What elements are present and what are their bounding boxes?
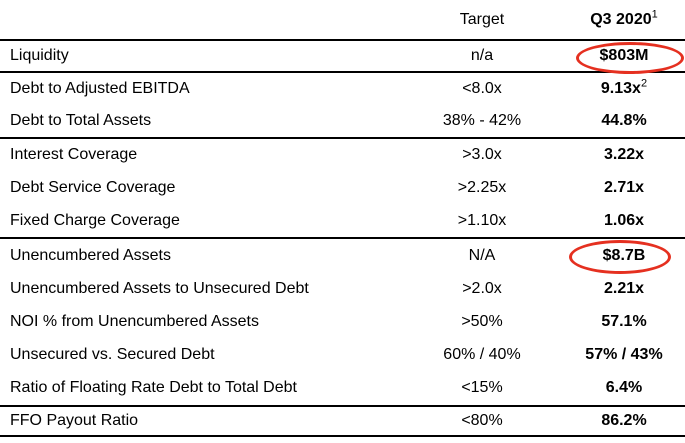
metric-label: Unencumbered Assets to Unsecured Debt — [10, 279, 309, 297]
metric-label: Interest Coverage — [10, 146, 138, 164]
table-row: Ratio of Floating Rate Debt to Total Deb… — [0, 372, 685, 405]
metric-value-text: 3.22x — [603, 146, 645, 164]
metric-value: 44.8% — [582, 112, 685, 130]
metric-value: $8.7B — [582, 247, 685, 265]
metric-label: Debt to Total Assets — [10, 112, 152, 129]
metric-value: 2.21x — [582, 280, 685, 298]
table-row: Debt to Total Assets 38% - 42% 44.8% — [0, 105, 685, 137]
table-row: NOI % from Unencumbered Assets >50% 57.1… — [0, 305, 685, 338]
metric-value: 3.22x — [582, 146, 685, 164]
table-group-ffo-payout: FFO Payout Ratio <80% 86.2% — [0, 407, 685, 437]
metric-label: Debt to Adjusted EBITDA — [10, 80, 190, 97]
metric-label: Unencumbered Assets — [10, 246, 171, 264]
metric-value-text: $8.7B — [602, 246, 646, 264]
metric-label: Liquidity — [10, 47, 69, 64]
metric-target: >2.25x — [457, 179, 507, 196]
metric-value-text: 86.2% — [601, 412, 647, 429]
metric-value: 86.2% — [582, 412, 685, 430]
metric-value: 57.1% — [582, 313, 685, 331]
table-header-row: Target Q3 20201 — [0, 0, 685, 41]
table-group-liquidity: Liquidity n/a $803M — [0, 41, 685, 73]
metric-value: 6.4% — [582, 379, 685, 397]
metric-target: N/A — [468, 246, 496, 264]
metric-target: n/a — [470, 47, 494, 64]
metric-label: FFO Payout Ratio — [10, 412, 139, 429]
metric-value-text: 57.1% — [601, 313, 647, 330]
metric-value-text: 2.71x — [603, 179, 645, 196]
footnote-superscript: 2 — [640, 77, 648, 90]
metric-value-text: 1.06x — [603, 211, 645, 229]
metric-value-text: $803M — [599, 47, 649, 64]
metric-target: <15% — [461, 379, 503, 397]
metric-target: <8.0x — [462, 80, 502, 97]
metric-target: 60% / 40% — [443, 346, 521, 364]
metric-target: 38% - 42% — [442, 112, 522, 129]
metric-label: Fixed Charge Coverage — [10, 211, 180, 229]
metric-target: >2.0x — [462, 279, 502, 297]
period-column-header: Q3 20201 — [582, 8, 685, 29]
table-row: Fixed Charge Coverage >1.10x 1.06x — [0, 204, 685, 237]
table-row: Interest Coverage >3.0x 3.22x — [0, 139, 685, 172]
metric-value: 9.13x2 — [582, 77, 685, 98]
table-group-debt-ratios: Debt to Adjusted EBITDA <8.0x 9.13x2 Deb… — [0, 73, 685, 139]
table-row: Debt to Adjusted EBITDA <8.0x 9.13x2 — [0, 73, 685, 105]
metric-value: 2.71x — [582, 179, 685, 197]
metric-target: >3.0x — [462, 146, 502, 164]
metric-target: >50% — [461, 313, 503, 330]
metric-label: NOI % from Unencumbered Assets — [10, 313, 259, 330]
metric-label: Debt Service Coverage — [10, 179, 176, 196]
metric-target: <80% — [461, 412, 503, 429]
table-row: Debt Service Coverage >2.25x 2.71x — [0, 172, 685, 205]
metric-value-text: 57% / 43% — [585, 346, 663, 364]
metric-value-text: 44.8% — [601, 112, 647, 129]
metric-value-text: 9.13x — [600, 80, 641, 97]
metric-value: $803M — [582, 47, 685, 65]
table-group-unencumbered-metrics: Unencumbered Assets N/A $8.7B Unencumber… — [0, 239, 685, 407]
metric-value-text: 6.4% — [605, 379, 643, 397]
table-row: Unencumbered Assets N/A $8.7B — [0, 239, 685, 272]
metric-label: Ratio of Floating Rate Debt to Total Deb… — [10, 379, 297, 397]
footnote-superscript: 1 — [651, 8, 658, 21]
metric-value-text: 2.21x — [603, 279, 645, 297]
metric-value: 57% / 43% — [582, 346, 685, 364]
metric-target: >1.10x — [457, 211, 507, 229]
table-group-coverage-ratios: Interest Coverage >3.0x 3.22x Debt Servi… — [0, 139, 685, 239]
table-row: Liquidity n/a $803M — [0, 41, 685, 71]
table-row: Unsecured vs. Secured Debt 60% / 40% 57%… — [0, 339, 685, 372]
period-header-text: Q3 2020 — [590, 10, 652, 28]
metric-value: 1.06x — [582, 212, 685, 230]
target-column-header: Target — [459, 10, 505, 28]
table-row: Unencumbered Assets to Unsecured Debt >2… — [0, 272, 685, 305]
metric-label: Unsecured vs. Secured Debt — [10, 346, 215, 364]
table-row: FFO Payout Ratio <80% 86.2% — [0, 407, 685, 435]
